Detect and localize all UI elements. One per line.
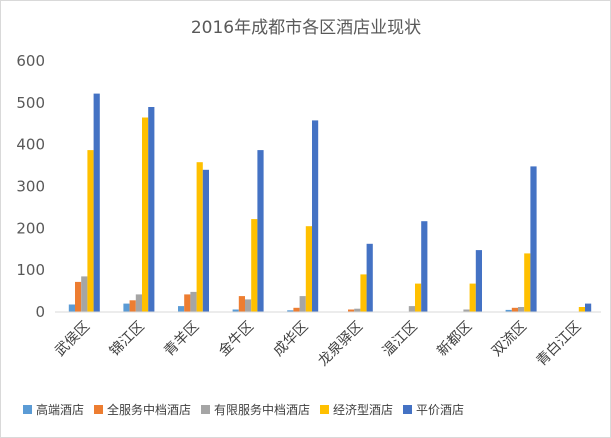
bar xyxy=(415,283,422,312)
y-tick-label: 200 xyxy=(16,219,45,237)
y-tick-label: 400 xyxy=(16,136,45,154)
bar xyxy=(585,303,592,312)
bar xyxy=(184,294,191,312)
bar xyxy=(287,310,294,312)
bar xyxy=(178,306,185,312)
x-tick-label: 成华区 xyxy=(271,319,312,360)
bar xyxy=(505,309,512,312)
bar xyxy=(232,309,239,312)
legend-swatch xyxy=(23,405,32,414)
legend-swatch xyxy=(94,405,103,414)
x-tick-label: 青白江区 xyxy=(534,319,585,370)
bar xyxy=(421,221,428,312)
bar xyxy=(348,309,355,312)
bar xyxy=(75,281,82,312)
x-tick-label: 锦江区 xyxy=(106,318,148,360)
bar xyxy=(518,307,525,312)
bar xyxy=(68,304,75,312)
legend-label: 有限服务中档酒店 xyxy=(214,402,310,417)
bar xyxy=(366,243,373,312)
bar xyxy=(251,219,258,312)
bar xyxy=(463,309,470,312)
y-tick-label: 300 xyxy=(16,178,45,196)
y-axis: 0 100 200 300 400 500 600 xyxy=(16,52,45,321)
bar xyxy=(142,117,149,312)
legend-label: 平价酒店 xyxy=(416,403,464,417)
legend-label: 全服务中档酒店 xyxy=(107,402,191,417)
y-tick-label: 600 xyxy=(16,52,45,70)
legend-swatch xyxy=(320,405,329,414)
bar xyxy=(524,253,531,312)
bar xyxy=(87,150,94,312)
bar xyxy=(93,93,100,312)
legend: 高端酒店 全服务中档酒店 有限服务中档酒店 经济型酒店 平价酒店 xyxy=(23,402,464,417)
x-tick-label: 双流区 xyxy=(489,319,530,360)
bar xyxy=(299,296,306,312)
bar xyxy=(305,226,312,312)
bar xyxy=(190,291,197,312)
x-axis: 武侯区 锦江区 青羊区 金牛区 成华区 龙泉驿区 温江区 新都区 双流区 青白江区 xyxy=(52,318,584,370)
bar xyxy=(469,283,476,312)
bar xyxy=(312,120,319,313)
x-tick-label: 龙泉驿区 xyxy=(315,318,367,370)
legend-label: 高端酒店 xyxy=(36,402,84,417)
bar xyxy=(196,162,203,312)
bar xyxy=(408,306,415,312)
bar xyxy=(135,294,142,312)
bar xyxy=(81,276,88,312)
bar xyxy=(511,307,518,312)
bar xyxy=(530,166,537,312)
legend-label: 经济型酒店 xyxy=(333,402,393,417)
bar xyxy=(293,307,300,312)
legend-swatch xyxy=(201,405,210,414)
bar xyxy=(238,296,245,312)
x-tick-label: 金牛区 xyxy=(216,319,257,360)
chart-title: 2016年成都市各区酒店业现状 xyxy=(191,18,421,38)
bar xyxy=(578,307,585,312)
bar xyxy=(360,274,367,312)
y-tick-label: 500 xyxy=(16,94,45,112)
bar xyxy=(257,150,264,312)
bar xyxy=(354,308,361,312)
bar xyxy=(475,250,482,312)
x-tick-label: 新都区 xyxy=(434,319,475,360)
bar xyxy=(123,303,130,312)
y-tick-label: 0 xyxy=(35,303,45,321)
x-tick-label: 武侯区 xyxy=(52,319,93,360)
bar xyxy=(148,107,155,312)
x-tick-label: 青羊区 xyxy=(161,319,202,360)
bar xyxy=(129,300,136,312)
bars xyxy=(68,93,592,313)
legend-swatch xyxy=(403,405,412,414)
y-tick-label: 100 xyxy=(16,261,45,279)
x-tick-label: 温江区 xyxy=(380,319,421,360)
bar xyxy=(202,169,209,312)
bar xyxy=(245,299,252,312)
